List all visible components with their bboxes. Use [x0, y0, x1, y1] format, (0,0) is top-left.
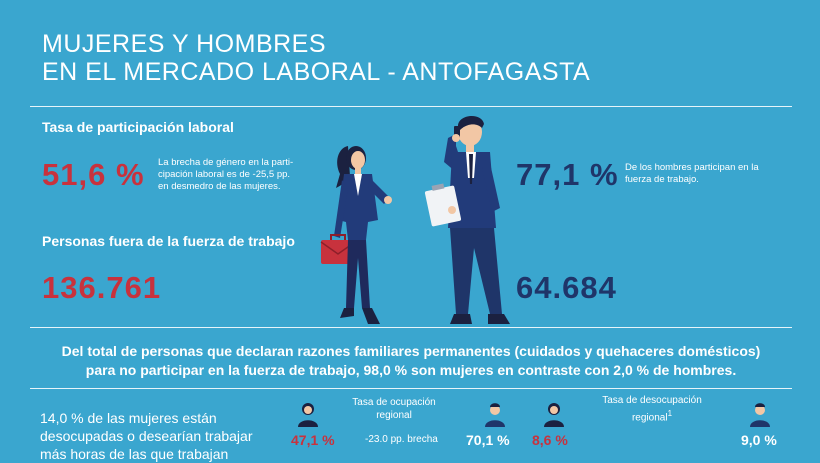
occupation-header-line: regional	[376, 410, 412, 421]
women-outside-value: 136.761	[42, 270, 162, 305]
man-avatar-icon	[485, 403, 505, 427]
occupation-header: Tasa de ocupación regional	[344, 396, 444, 422]
unemployment-header-text: regional	[631, 412, 668, 424]
unemployment-header: Tasa de desocupación regional1	[594, 394, 710, 424]
underemployment-line: 14,0 % de las mujeres están	[40, 410, 217, 426]
divider-bottom	[30, 388, 792, 389]
men-note-line: fuerza de trabajo.	[625, 174, 699, 185]
unemployment-header-line: Tasa de desocupación	[602, 395, 702, 406]
unemployment-women-value: 8,6 %	[532, 432, 568, 448]
unemployment-men-value: 9,0 %	[741, 432, 777, 448]
woman-avatar-icon	[544, 403, 564, 427]
man-figure-icon	[424, 115, 510, 324]
women-participation-note: La brecha de género en la parti- cipació…	[158, 157, 293, 193]
participation-label: Tasa de participación laboral	[42, 119, 234, 135]
women-note-line: en desmedro de las mujeres.	[158, 181, 281, 192]
footnote-marker: 1	[667, 409, 673, 418]
underemployment-line: más horas de las que trabajan	[40, 446, 229, 462]
occupation-gap: -23.0 pp. brecha	[365, 434, 438, 445]
underemployment-text: 14,0 % de las mujeres están desocupadas …	[40, 409, 252, 463]
men-participation-value: 77,1 %	[516, 157, 619, 192]
men-participation-note: De los hombres participan en la fuerza d…	[625, 162, 759, 186]
man-avatar-icon	[750, 403, 770, 427]
family-reasons-text: Del total de personas que declaran razon…	[40, 342, 782, 380]
occupation-header-line: Tasa de ocupación	[352, 397, 436, 408]
page-title: MUJERES Y HOMBRES EN EL MERCADO LABORAL …	[42, 30, 590, 86]
clipboard-icon	[424, 183, 462, 227]
woman-avatar-icon	[298, 403, 318, 427]
men-outside-value: 64.684	[516, 270, 617, 305]
family-reasons-line-1: Del total de personas que declaran razon…	[61, 343, 761, 359]
title-line-1: MUJERES Y HOMBRES	[42, 30, 327, 58]
unemployment-header-line: regional1	[594, 407, 710, 424]
divider-middle	[30, 327, 792, 328]
outside-workforce-label: Personas fuera de la fuerza de trabajo	[42, 233, 295, 249]
family-reasons-line-2: para no participar en la fuerza de traba…	[85, 362, 737, 378]
occupation-women-value: 47,1 %	[291, 432, 335, 448]
women-note-line: La brecha de género en la parti-	[158, 157, 294, 168]
women-participation-value: 51,6 %	[42, 157, 145, 192]
men-note-line: De los hombres participan en la	[625, 162, 759, 173]
women-note-line: cipación laboral es de -25,5 pp.	[158, 169, 291, 180]
title-line-2: EN EL MERCADO LABORAL - ANTOFAGASTA	[42, 58, 591, 86]
underemployment-line: desocupadas o desearían trabajar	[40, 428, 253, 444]
occupation-men-value: 70,1 %	[466, 432, 510, 448]
divider-top	[30, 106, 792, 107]
woman-figure-icon	[320, 146, 392, 324]
